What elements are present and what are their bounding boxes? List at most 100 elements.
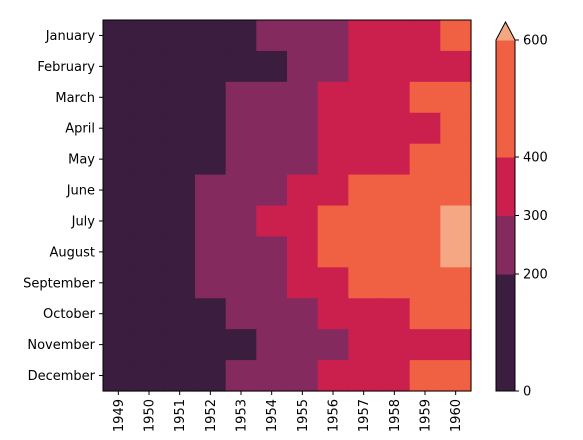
heatmap-cell bbox=[317, 205, 349, 238]
heatmap-cell bbox=[164, 174, 196, 207]
heatmap-cell bbox=[133, 360, 165, 392]
heatmap-cell bbox=[409, 81, 441, 114]
colorbar-tick-label: 200 bbox=[523, 268, 548, 283]
heatmap-cell bbox=[440, 267, 472, 299]
heatmap-cell bbox=[195, 50, 227, 83]
heatmap-cell bbox=[195, 81, 227, 114]
x-tick-label: 1949 bbox=[112, 399, 127, 432]
heatmap-cell bbox=[409, 50, 441, 83]
heatmap-cell bbox=[195, 174, 227, 207]
heatmap-cell bbox=[440, 143, 472, 176]
heatmap-cell bbox=[379, 329, 411, 361]
heatmap-cell bbox=[287, 360, 319, 392]
heatmap-cell bbox=[440, 329, 472, 361]
heatmap-cell bbox=[164, 81, 196, 114]
y-tick-label: February bbox=[37, 60, 95, 75]
heatmap-cell bbox=[256, 298, 288, 330]
heatmap-cell bbox=[440, 174, 472, 207]
x-tick-label: 1958 bbox=[388, 399, 403, 432]
heatmap-cell bbox=[440, 50, 472, 83]
y-tick-label: December bbox=[28, 369, 96, 384]
heatmap-cell bbox=[195, 329, 227, 361]
x-tick-label: 1956 bbox=[327, 399, 342, 432]
heatmap-cell bbox=[440, 298, 472, 330]
colorbar-tick-label: 300 bbox=[523, 209, 548, 224]
heatmap-cell bbox=[317, 81, 349, 114]
heatmap-cell bbox=[164, 329, 196, 361]
y-tick-label: June bbox=[66, 184, 95, 199]
y-tick-label: September bbox=[23, 276, 96, 291]
heatmap-cell bbox=[287, 174, 319, 207]
heatmap-cell bbox=[287, 205, 319, 238]
heatmap-cell bbox=[379, 50, 411, 83]
heatmap-cell bbox=[103, 50, 135, 83]
heatmap-cell bbox=[256, 20, 288, 52]
heatmap-cell bbox=[409, 174, 441, 207]
heatmap-cell bbox=[317, 174, 349, 207]
heatmap-cell bbox=[164, 267, 196, 299]
heatmap-cell bbox=[103, 267, 135, 299]
heatmap-cell bbox=[164, 143, 196, 176]
heatmap-cell bbox=[287, 112, 319, 145]
heatmap-cell bbox=[195, 360, 227, 392]
heatmap-cell bbox=[256, 267, 288, 299]
x-tick-label: 1960 bbox=[449, 399, 464, 432]
heatmap-cell bbox=[287, 20, 319, 52]
heatmap-cell bbox=[440, 360, 472, 392]
heatmap-cell bbox=[348, 360, 380, 392]
colorbar-tick-label: 0 bbox=[523, 385, 531, 400]
y-tick-label: November bbox=[27, 338, 95, 353]
plot-frame bbox=[102, 19, 472, 392]
heatmap-cell bbox=[379, 112, 411, 145]
heatmap-cell bbox=[133, 329, 165, 361]
heatmap-cell bbox=[409, 112, 441, 145]
heatmap-cell bbox=[103, 298, 135, 330]
heatmap-cell bbox=[103, 20, 135, 52]
heatmap-cell bbox=[133, 174, 165, 207]
x-tick-label: 1957 bbox=[357, 399, 372, 432]
heatmap-cell bbox=[287, 267, 319, 299]
heatmap-cell bbox=[256, 174, 288, 207]
heatmap-cell bbox=[287, 329, 319, 361]
heatmap-cell bbox=[379, 236, 411, 268]
heatmap-cell bbox=[225, 329, 257, 361]
heatmap-cell bbox=[348, 112, 380, 145]
heatmap-cell bbox=[317, 267, 349, 299]
heatmap-cell bbox=[195, 267, 227, 299]
heatmap-cell bbox=[133, 236, 165, 268]
heatmap-cell bbox=[164, 20, 196, 52]
heatmap-cell bbox=[256, 112, 288, 145]
heatmap-cell bbox=[225, 143, 257, 176]
heatmap-cell bbox=[225, 174, 257, 207]
heatmap-cell bbox=[409, 143, 441, 176]
heatmap-cell bbox=[225, 298, 257, 330]
heatmap-cell bbox=[409, 298, 441, 330]
x-tick-label: 1955 bbox=[296, 399, 311, 432]
heatmap-cell bbox=[348, 329, 380, 361]
heatmap-cell bbox=[133, 267, 165, 299]
heatmap-cell bbox=[379, 174, 411, 207]
heatmap-cell bbox=[103, 329, 135, 361]
x-axis: 1949 1950 1951 1952 1953 1954 1955 1956 1957 1958… bbox=[112, 391, 464, 432]
heatmap-cell bbox=[440, 81, 472, 114]
heatmap-cell bbox=[256, 81, 288, 114]
heatmap-cell bbox=[348, 50, 380, 83]
heatmap-cell bbox=[409, 236, 441, 268]
heatmap-cell bbox=[379, 81, 411, 114]
heatmap-cell bbox=[225, 205, 257, 238]
heatmap-cell bbox=[133, 20, 165, 52]
heatmap-cell bbox=[164, 112, 196, 145]
heatmap-cell bbox=[164, 298, 196, 330]
colorbar-extend-max bbox=[496, 22, 515, 41]
heatmap-cell bbox=[225, 360, 257, 392]
heatmap-cell bbox=[348, 236, 380, 268]
heatmap-cell bbox=[256, 360, 288, 392]
heatmap-cell bbox=[440, 20, 472, 52]
heatmap-cell bbox=[317, 112, 349, 145]
heatmap-cell bbox=[164, 360, 196, 392]
y-tick-label: August bbox=[50, 245, 96, 260]
heatmap-cell bbox=[195, 205, 227, 238]
y-tick-label: January bbox=[45, 29, 96, 44]
heatmap-cell bbox=[409, 329, 441, 361]
y-tick-label: March bbox=[55, 91, 95, 106]
